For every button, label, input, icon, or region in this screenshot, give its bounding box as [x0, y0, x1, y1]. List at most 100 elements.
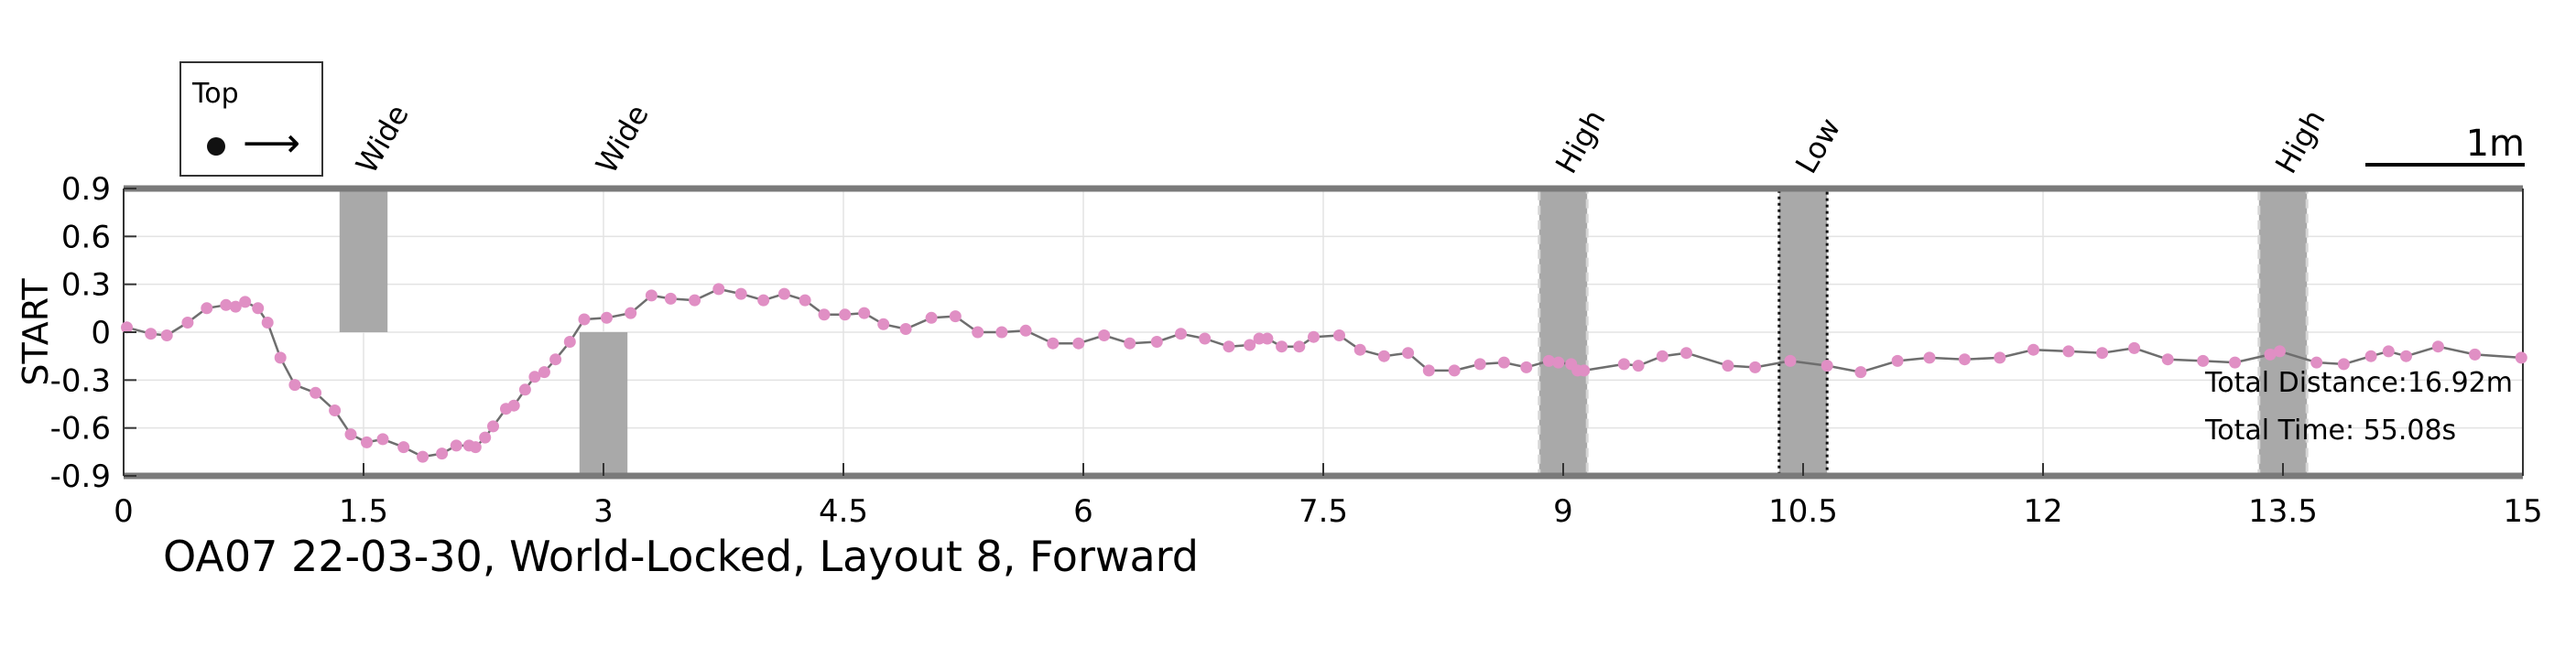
- trajectory-point: [1656, 350, 1668, 362]
- trajectory-point: [757, 294, 770, 307]
- trajectory-point: [397, 441, 410, 454]
- trajectory-point: [818, 308, 831, 321]
- trajectory-point: [2469, 348, 2482, 361]
- trajectory-point: [2197, 354, 2210, 367]
- trajectory-point: [799, 294, 811, 307]
- trajectory-point: [2229, 356, 2242, 369]
- trajectory-point: [538, 366, 550, 379]
- obstacle-high-2: [1538, 187, 1589, 478]
- y-tick-label: 0: [91, 315, 111, 351]
- trajectory-point: [181, 317, 194, 329]
- trajectory-point: [1276, 340, 1288, 353]
- trajectory-point: [689, 294, 701, 307]
- trajectory-point: [1150, 336, 1163, 348]
- trajectory-point: [839, 308, 852, 321]
- trajectory-point: [417, 450, 429, 463]
- trajectory-point: [1199, 332, 1212, 345]
- obstacle-label-2: High: [1549, 103, 1613, 179]
- y-tick-label: 0.3: [61, 267, 111, 304]
- obstacle-wide-1: [579, 332, 628, 476]
- trajectory-point: [1098, 329, 1111, 341]
- obstacle-label-1: Wide: [589, 99, 656, 179]
- trajectory-point: [160, 329, 173, 341]
- trajectory-point: [2400, 350, 2412, 362]
- trajectory-point: [1578, 364, 1591, 377]
- trajectory-point: [877, 318, 890, 330]
- trajectory-point: [2027, 343, 2039, 356]
- trajectory-point: [1632, 360, 1645, 372]
- trajectory-point: [625, 307, 637, 319]
- obstacle-label-4: High: [2268, 103, 2332, 179]
- trajectory-point: [1680, 347, 1692, 360]
- trajectory-point: [288, 379, 301, 392]
- trajectory-point: [2274, 345, 2286, 358]
- trajectory-point: [2364, 350, 2377, 362]
- obstacle-label-0: Wide: [349, 99, 416, 179]
- scale-bar: 1m: [2365, 123, 2525, 167]
- y-tick-label: -0.3: [50, 362, 111, 399]
- trajectory-point: [528, 371, 541, 383]
- x-tick-label: 10.5: [1768, 493, 1838, 530]
- trajectory-point: [949, 310, 962, 323]
- trajectory-point: [1891, 354, 1904, 367]
- trajectory-point: [1244, 339, 1256, 351]
- x-tick-label: 9: [1553, 493, 1573, 530]
- trajectory-point: [858, 307, 871, 319]
- x-tick-label: 13.5: [2248, 493, 2318, 530]
- trajectory-point: [1072, 337, 1085, 350]
- trajectory-point: [1520, 361, 1533, 373]
- chart-title: OA07 22-03-30, World-Locked, Layout 8, F…: [163, 532, 1199, 581]
- series-layer: [121, 283, 2527, 463]
- trajectory-point: [712, 283, 725, 296]
- y-axis-title: START: [16, 278, 56, 386]
- x-tick-label: 3: [593, 493, 614, 530]
- trajectory-point: [329, 404, 342, 416]
- obstacle-low-3: [1777, 187, 1829, 478]
- y-tick-label: 0.6: [61, 219, 111, 255]
- trajectory-point: [1923, 351, 1936, 364]
- trajectory-point: [2062, 345, 2075, 358]
- trajectory-point: [563, 336, 576, 348]
- trajectory-point: [1047, 337, 1060, 350]
- trajectory-point: [220, 298, 233, 311]
- trajectory-point: [995, 326, 1008, 339]
- trajectory-point: [1422, 364, 1435, 377]
- trajectory-point: [1784, 354, 1797, 367]
- y-tick-label: 0.9: [61, 171, 111, 208]
- trajectory-point: [376, 433, 389, 446]
- tick-label-layer: 0 1.5 3 4.5 6 7.5 9 10.5 12 13.5 15 0.9 0.6 0.3 0 -0.3 -…: [50, 171, 2543, 530]
- trajectory-point: [1617, 358, 1630, 371]
- x-tick-label: 15: [2503, 493, 2542, 530]
- trajectory-point: [1175, 328, 1187, 340]
- trajectory-point: [1821, 360, 1833, 372]
- obstacle-layer: [339, 187, 2309, 478]
- trajectory-point: [1261, 332, 1274, 345]
- trajectory-point: [274, 351, 287, 364]
- trajectory-point: [2161, 353, 2174, 366]
- trajectory-point: [601, 311, 613, 324]
- trajectory-point: [479, 431, 492, 444]
- trajectory-point: [1402, 347, 1415, 360]
- trajectory-point: [1308, 330, 1320, 343]
- trajectory-point: [487, 420, 499, 433]
- trajectory-point: [1019, 324, 1032, 337]
- y-tick-label: -0.9: [50, 458, 111, 495]
- trajectory-point: [239, 296, 252, 308]
- trajectory-point: [1353, 343, 1366, 356]
- x-tick-label: 7.5: [1299, 493, 1348, 530]
- trajectory-point: [201, 302, 213, 315]
- trajectory-line: [126, 287, 2522, 458]
- trajectory-point: [925, 311, 938, 324]
- trajectory-point: [899, 323, 912, 335]
- trajectory-point: [2264, 348, 2277, 361]
- trajectory-point: [229, 300, 242, 313]
- trajectory-point: [1994, 351, 2006, 364]
- trajectory-point: [664, 292, 677, 305]
- trajectory-point: [1749, 361, 1762, 373]
- trajectory-point: [1293, 340, 1306, 353]
- trajectory-point: [1722, 360, 1734, 372]
- total-distance-text: Total Distance:16.92m: [2204, 367, 2513, 399]
- legend-arrow-icon: ⟶: [243, 120, 300, 167]
- trajectory-point: [645, 289, 658, 302]
- x-tick-label: 12: [2023, 493, 2062, 530]
